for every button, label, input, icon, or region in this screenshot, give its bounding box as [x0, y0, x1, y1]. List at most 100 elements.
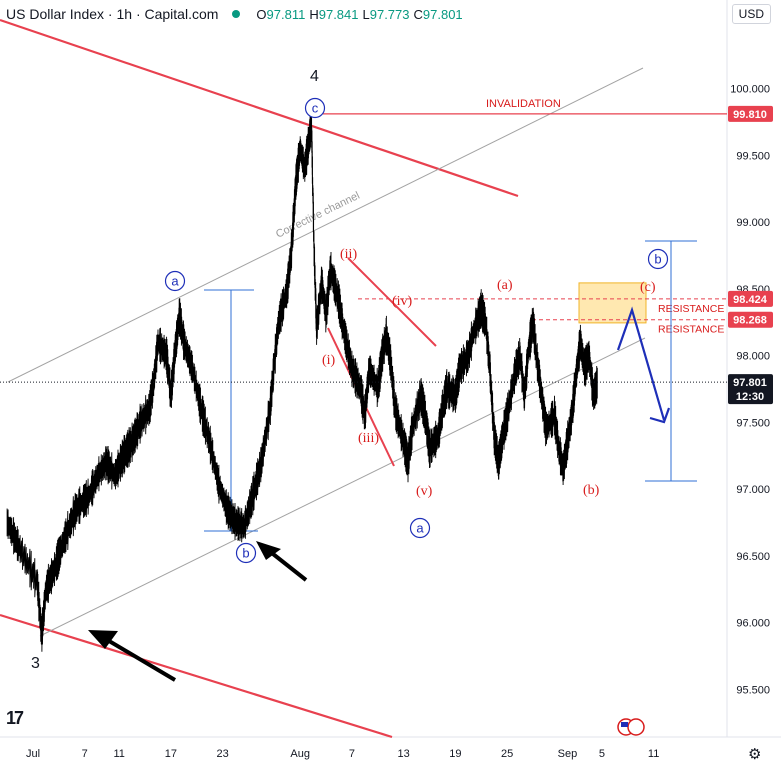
- high-label: H: [309, 6, 319, 22]
- arrow-3-head: [88, 630, 118, 649]
- close-label: C: [413, 6, 423, 22]
- time-tick-label: 7: [82, 748, 88, 760]
- wave-ii-iv-line: [347, 257, 437, 347]
- time-tick-label: 5: [599, 748, 605, 760]
- time-tick-label: 11: [113, 748, 124, 760]
- upper-trendline: [0, 18, 519, 198]
- wave-3-label: 3: [31, 655, 40, 672]
- tradingview-logo[interactable]: 17: [6, 708, 24, 728]
- ohlc-close: C97.801: [414, 7, 463, 22]
- time-tick-label: Sep: [558, 748, 578, 760]
- wave-b-blue-circle-ring: [647, 248, 669, 270]
- price-tick-label: 97.500: [736, 417, 770, 429]
- wave-i-label: (i): [322, 353, 336, 368]
- wave-b-circle-text: b: [242, 546, 249, 561]
- price-tick-label: 97.000: [736, 484, 770, 496]
- low-label: L: [362, 6, 370, 22]
- price-tick-label: 99.000: [736, 217, 770, 229]
- lower-trendline: [0, 613, 393, 739]
- wave-ii-label: (ii): [340, 247, 357, 262]
- time-tick-label: 11: [648, 748, 659, 760]
- open-label: O: [256, 6, 267, 22]
- time-tick-label: Aug: [290, 748, 310, 760]
- wave-b-blue-circle-text: b: [654, 252, 661, 267]
- wave-b-red-label: (b): [583, 483, 600, 498]
- current-price-badge-bg: [728, 374, 773, 405]
- price-tick-label: 100.000: [730, 84, 770, 96]
- wave-b-blue-circle: b: [647, 248, 669, 270]
- wave-4-label: 4: [310, 68, 319, 85]
- price-tick-label: 95.500: [736, 684, 770, 696]
- invalidation-price-badge-bg: [728, 105, 773, 122]
- price-tick-label: 96.000: [736, 618, 770, 630]
- price-tick-label: 96.500: [736, 551, 770, 563]
- ohlc-open: O97.811: [256, 7, 305, 22]
- current-price-badge-text: 12:30: [736, 391, 764, 403]
- wave-c-red-label: (c): [640, 280, 656, 295]
- us-flag-icon-2: [627, 718, 645, 736]
- time-tick-label: 19: [449, 748, 461, 760]
- resistance-label-2: RESISTANCE: [658, 324, 724, 336]
- ohlc-high: H97.841: [309, 7, 358, 22]
- resistance-2-price-badge-text: 98.268: [733, 315, 767, 327]
- wave-b-circle-ring: [235, 542, 257, 564]
- resistance-zone: [578, 282, 647, 324]
- time-tick-label: 25: [501, 748, 513, 760]
- resistance-1-price-badge-text: 98.424: [733, 294, 768, 306]
- time-tick-label: 7: [349, 748, 355, 760]
- market-status-icon: [232, 10, 241, 18]
- wave-c-circle: c: [304, 97, 326, 119]
- forecast-arrowhead: [649, 407, 671, 424]
- resistance-2-price-badge: 98.268: [728, 311, 773, 328]
- wave-a-red-label: (a): [497, 278, 513, 293]
- forecast-path: [616, 306, 666, 421]
- wave-iv-label: (iv): [392, 294, 413, 309]
- wave-iii-label: (iii): [358, 431, 379, 446]
- currency-selector[interactable]: USD: [731, 4, 771, 24]
- invalidation-price-badge: 99.810: [728, 105, 773, 122]
- time-tick-label: Jul: [26, 748, 40, 760]
- close-value: 97.801: [422, 6, 463, 22]
- wave-a-circle-text: a: [171, 274, 179, 289]
- open-value: 97.811: [266, 6, 306, 22]
- resistance-1-price-badge-bg: [728, 290, 773, 307]
- ohlc-low: L97.773: [363, 7, 410, 22]
- wave-b-circle: b: [235, 542, 257, 564]
- arrow-b-head: [256, 541, 281, 560]
- time-tick-label: 23: [217, 748, 229, 760]
- chart-header: US Dollar Index · 1h · Capital.com O97.8…: [6, 5, 467, 23]
- wave-v-label: (v): [416, 484, 433, 499]
- us-events-icon: [617, 718, 645, 736]
- price-tick-label: 99.500: [736, 150, 770, 162]
- arrow-3-shaft: [102, 636, 177, 682]
- resistance-label-1: RESISTANCE: [658, 303, 724, 315]
- time-tick-label: 17: [165, 748, 177, 760]
- wave-a-blue-circle: a: [409, 517, 431, 539]
- current-price-badge-text: 97.801: [733, 377, 767, 389]
- resistance-1-price-badge: 98.424: [728, 290, 773, 307]
- high-value: 97.841: [318, 6, 359, 22]
- resistance-2-price-badge-bg: [728, 311, 773, 328]
- wave-a-circle: a: [164, 270, 186, 292]
- channel-upper-line: [7, 67, 644, 383]
- price-series: [6, 102, 598, 652]
- price-tick-label: 98.000: [736, 351, 770, 363]
- time-tick-label: 13: [398, 748, 410, 760]
- channel-label: Corrective channel: [274, 190, 362, 241]
- low-value: 97.773: [369, 6, 410, 22]
- wave-a-blue-circle-text: a: [416, 521, 424, 536]
- invalidation-label: INVALIDATION: [486, 98, 561, 110]
- settings-gear-icon[interactable]: ⚙: [748, 746, 762, 763]
- wave-a-blue-circle-ring: [409, 517, 431, 539]
- wave-a-circle-ring: [164, 270, 186, 292]
- current-price-badge: 97.801 12:30: [728, 374, 773, 405]
- invalidation-price-badge-text: 99.810: [733, 109, 767, 121]
- channel-lower-line: [39, 337, 646, 637]
- arrow-b-shaft: [266, 548, 308, 582]
- wave-c-circle-ring: [304, 97, 326, 119]
- symbol-title[interactable]: US Dollar Index · 1h · Capital.com: [6, 6, 219, 22]
- us-flag-icon-canton: [621, 722, 628, 727]
- wave-c-circle-text: c: [312, 101, 319, 116]
